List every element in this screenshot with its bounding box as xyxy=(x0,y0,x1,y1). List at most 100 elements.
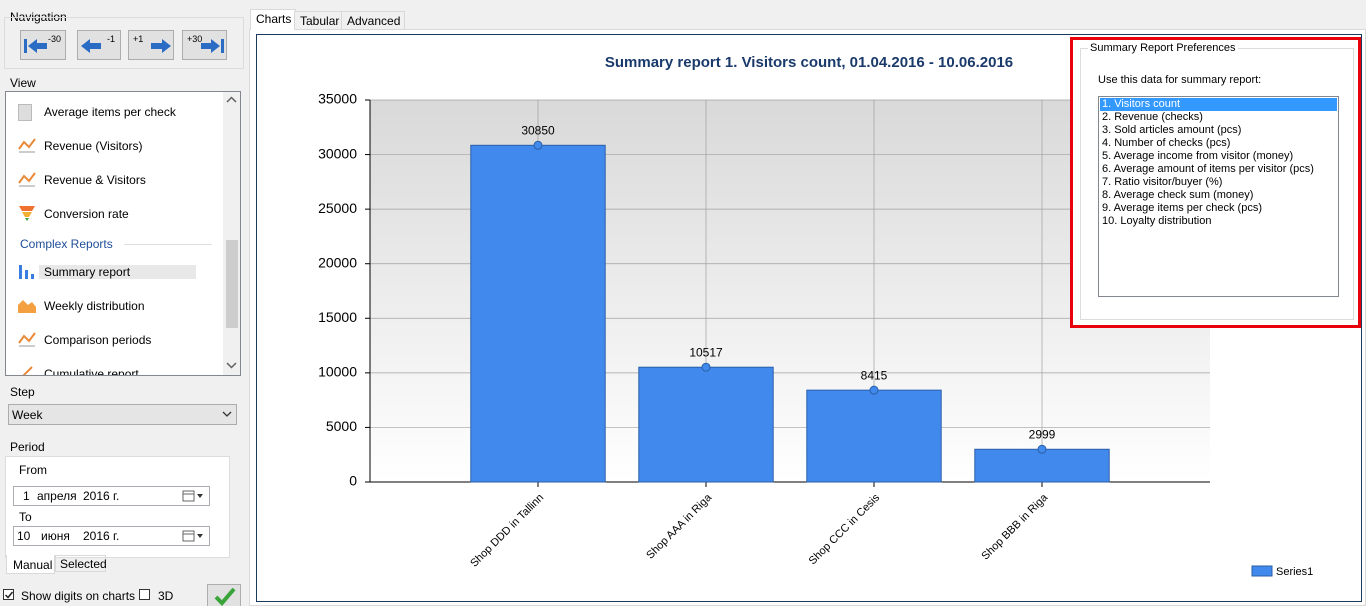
data-label: 10517 xyxy=(689,345,723,359)
nav-button[interactable]: -30 xyxy=(20,30,66,60)
view-item[interactable]: Revenue & Visitors xyxy=(44,173,146,187)
scroll-down[interactable] xyxy=(226,361,237,369)
period-tab[interactable]: Manual xyxy=(6,555,55,574)
step-combobox[interactable]: Week xyxy=(8,404,237,425)
x-tick-label: Shop AAA in Riga xyxy=(644,491,715,562)
y-tick-label: 10000 xyxy=(318,364,357,380)
chart: Summary report 1. Visitors count, 01.04.… xyxy=(256,34,1362,602)
legend-swatch xyxy=(1251,565,1273,577)
group-title: Summary Report Preferences xyxy=(1088,42,1238,54)
item-icon xyxy=(19,265,34,279)
preference-option[interactable]: 4. Number of checks (pcs) xyxy=(1102,137,1231,149)
tab-label: Selected xyxy=(60,557,107,571)
button-label: -30 xyxy=(48,34,62,44)
item-icon xyxy=(19,206,35,221)
tab[interactable]: Tabular xyxy=(294,11,345,30)
date-day: 1 xyxy=(23,489,30,503)
checkbox[interactable] xyxy=(139,589,150,600)
check-mark xyxy=(4,591,14,599)
chart-title: Summary report 1. Visitors count, 01.04.… xyxy=(605,54,1013,71)
item-icon xyxy=(18,104,32,121)
preferences-panel: Summary Report Preferences Use this data… xyxy=(1070,37,1361,328)
scrollbar[interactable] xyxy=(223,92,240,375)
calendar-icon xyxy=(182,530,203,542)
data-label: 8415 xyxy=(861,368,888,382)
data-label: 30850 xyxy=(521,123,555,137)
section-header: Complex Reports xyxy=(20,237,113,251)
date-year: 2016 г. xyxy=(83,529,120,543)
checkbox[interactable] xyxy=(3,589,14,600)
y-tick-label: 5000 xyxy=(326,418,357,434)
preference-option[interactable]: 9. Average items per check (pcs) xyxy=(1102,202,1262,214)
button-label: +1 xyxy=(133,34,144,44)
preferences-list: 1. Visitors count 2. Revenue (checks) 3. S… xyxy=(1098,96,1339,297)
bar-marker xyxy=(1037,444,1047,454)
field-label: From xyxy=(19,463,47,477)
nav-button[interactable]: +30 xyxy=(182,30,227,60)
bar-marker xyxy=(533,140,543,150)
date-picker[interactable]: 1 апреля 2016 г. xyxy=(13,486,210,506)
prompt: Use this data for summary report: xyxy=(1098,74,1262,86)
view-item[interactable]: Average items per check xyxy=(44,105,176,119)
button-label: +30 xyxy=(187,34,203,44)
view-item[interactable]: Comparison periods xyxy=(44,333,152,347)
apply-button[interactable] xyxy=(207,584,241,606)
preference-option[interactable]: 6. Average amount of items per visitor (… xyxy=(1102,163,1314,175)
date-picker[interactable]: 10 июня 2016 г. xyxy=(13,526,210,546)
y-tick-label: 15000 xyxy=(318,309,357,325)
preference-option[interactable]: 10. Loyalty distribution xyxy=(1102,215,1212,227)
y-tick-label: 30000 xyxy=(318,145,357,161)
bar xyxy=(974,448,1110,483)
date-month: апреля xyxy=(37,489,77,503)
view-list: Average items per check Revenue (Visitor… xyxy=(5,91,241,376)
tab-label: Tabular xyxy=(300,14,340,28)
bar xyxy=(638,366,774,483)
bar xyxy=(806,389,942,483)
scroll-thumb[interactable] xyxy=(226,240,238,328)
preference-option[interactable]: 3. Sold articles amount (pcs) xyxy=(1102,124,1242,136)
preference-option[interactable]: 1. Visitors count xyxy=(1100,98,1337,111)
group-title: View xyxy=(10,76,36,90)
button-label: -1 xyxy=(107,34,116,44)
checkbox-label: Show digits on charts xyxy=(21,589,136,603)
combo-value: Week xyxy=(12,408,43,422)
bar-marker xyxy=(869,385,879,395)
arrow-icon xyxy=(81,39,101,53)
navigation-group xyxy=(4,17,244,69)
y-tick-label: 0 xyxy=(349,473,357,489)
period-tab[interactable]: Selected xyxy=(55,555,107,572)
calendar-icon xyxy=(182,490,203,502)
data-label: 2999 xyxy=(1029,427,1056,441)
selection xyxy=(39,265,196,279)
group-title: Period xyxy=(10,440,45,454)
item-icon xyxy=(18,300,36,313)
preference-option[interactable]: 2. Revenue (checks) xyxy=(1102,111,1203,123)
legend-label: Series1 xyxy=(1276,566,1313,578)
date-day: 10 xyxy=(17,529,31,543)
y-tick-label: 20000 xyxy=(318,254,357,270)
checkbox-label: 3D xyxy=(158,589,174,603)
nav-button[interactable]: -1 xyxy=(77,30,121,60)
group-title: Step xyxy=(10,385,35,399)
item-icon xyxy=(18,172,36,187)
scroll-up[interactable] xyxy=(226,96,237,104)
y-tick-label: 25000 xyxy=(318,200,357,216)
preference-option[interactable]: 8. Average check sum (money) xyxy=(1102,189,1254,201)
view-item[interactable]: Weekly distribution xyxy=(44,299,145,313)
field-label: To xyxy=(19,510,32,524)
view-item[interactable]: Revenue (Visitors) xyxy=(44,139,143,153)
view-item[interactable]: Summary report xyxy=(44,265,131,279)
tab[interactable]: Charts xyxy=(250,9,297,30)
arrow-icon xyxy=(151,39,171,53)
x-tick-label: Shop BBB in Riga xyxy=(979,491,1050,562)
tab[interactable]: Advanced xyxy=(341,11,406,30)
view-item[interactable]: Conversion rate xyxy=(44,207,129,221)
view-item[interactable]: Cumulative report xyxy=(44,367,139,376)
bar-marker xyxy=(701,362,711,372)
x-tick-label: Shop CCC in Cesis xyxy=(807,491,883,567)
arrow-icon xyxy=(201,39,224,53)
nav-button[interactable]: +1 xyxy=(128,30,174,60)
preference-option[interactable]: 5. Average income from visitor (money) xyxy=(1102,150,1294,162)
preference-option[interactable]: 7. Ratio visitor/buyer (%) xyxy=(1102,176,1223,188)
